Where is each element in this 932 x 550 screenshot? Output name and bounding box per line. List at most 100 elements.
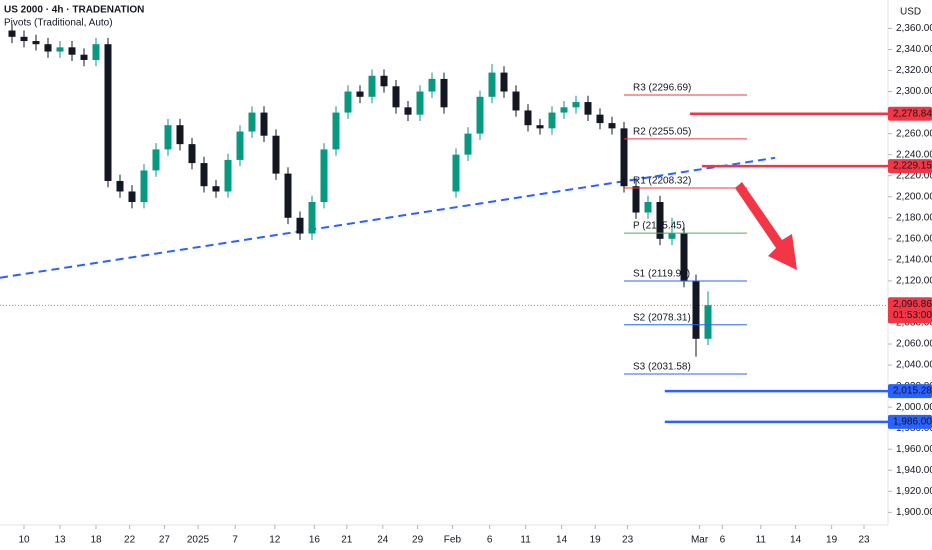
candle-body (308, 202, 316, 234)
x-tick-label: 6 (487, 535, 493, 546)
candle-body (500, 72, 508, 92)
candle-body (176, 125, 184, 145)
pivot-label: R2 (2255.05) (633, 126, 691, 137)
x-tick-label: 24 (377, 535, 389, 546)
y-tick-label: 2,240.00 (896, 149, 932, 160)
candle-body (692, 280, 700, 339)
x-tick-label: Feb (444, 535, 462, 546)
level-tag (888, 414, 932, 429)
trendline (0, 156, 776, 279)
y-tick-label: 2,040.00 (896, 360, 932, 371)
x-tick-label: 23 (858, 535, 870, 546)
y-tick-label: 2,060.00 (896, 339, 932, 350)
candle-body (224, 159, 232, 192)
x-tick-label: 19 (826, 535, 838, 546)
candle-body (464, 133, 472, 155)
x-tick-label: 2025 (187, 535, 210, 546)
y-tick-label: 2,160.00 (896, 233, 932, 244)
level-tag (888, 384, 932, 399)
pivot-label: R3 (2296.69) (633, 83, 691, 94)
x-tick-label: 11 (520, 535, 531, 546)
level-tag-label: 2,015.28 (893, 386, 932, 397)
candle-body (104, 44, 112, 181)
candle-body (620, 128, 628, 187)
candle-body (272, 135, 280, 174)
candle-body (68, 47, 76, 55)
countdown-label: 01:53:00 (893, 310, 932, 321)
candle-body (596, 114, 604, 124)
candle-body (320, 149, 328, 203)
pivot-label: S1 (2119.95) (633, 269, 690, 280)
y-tick-label: 1,920.00 (896, 486, 932, 497)
y-tick-label: 2,300.00 (896, 86, 932, 97)
y-tick-label: 2,260.00 (896, 128, 932, 139)
candle-body (548, 112, 556, 129)
y-tick-label: 1,960.00 (896, 444, 932, 455)
candle-body (260, 112, 268, 136)
y-tick-label: 2,200.00 (896, 191, 932, 202)
y-tick-label: 2,000.00 (896, 402, 932, 413)
x-tick-label: 22 (124, 535, 136, 546)
level-tag-label: 1,986.00 (893, 417, 932, 428)
candle-body (704, 305, 712, 339)
candle-body (164, 125, 172, 150)
candle-body (296, 217, 304, 234)
y-tick-label: 2,220.00 (896, 170, 932, 181)
candle-body (608, 123, 616, 129)
y-tick-label: 2,340.00 (896, 44, 932, 55)
currency-label: USD (900, 7, 921, 18)
y-tick-label: 1,940.00 (896, 465, 932, 476)
last-price-label: 2,096.86 (893, 299, 932, 310)
candle-body (452, 154, 460, 192)
x-tick-label: 7 (232, 535, 238, 546)
candle-body (644, 202, 652, 213)
candle-body (536, 125, 544, 129)
x-tick-label: 27 (159, 535, 171, 546)
candle-body (668, 233, 676, 239)
pivot-label: S3 (2031.58) (633, 362, 691, 373)
candle-body (152, 149, 160, 171)
candle-body (572, 102, 580, 108)
candle-body (44, 44, 52, 52)
candle-body (632, 186, 640, 213)
candle-body (200, 163, 208, 187)
chart-title: US 2000 · 4h · TRADENATION (4, 5, 144, 16)
candle-body (128, 191, 136, 203)
level-tag (888, 159, 932, 174)
candle-body (404, 107, 412, 115)
x-tick-label: 23 (622, 535, 634, 546)
x-tick-label: 10 (18, 535, 30, 546)
candle-body (80, 54, 88, 60)
x-tick-label: 21 (341, 535, 353, 546)
candle-body (92, 44, 100, 60)
plot-area: R3 (2296.69) R2 (2255.05) R1 (2208.32) P (2… (0, 24, 888, 424)
x-tick-label: 29 (412, 535, 424, 546)
candle-body (440, 78, 448, 108)
x-tick-label: 6 (720, 535, 726, 546)
candle-body (344, 91, 352, 113)
x-tick-label: Mar (691, 535, 709, 546)
candle-body (8, 30, 16, 37)
y-tick-label: 2,180.00 (896, 212, 932, 223)
x-tick-label: 12 (269, 535, 281, 546)
level-tag (888, 106, 932, 121)
candle-body (584, 102, 592, 115)
candle-body (524, 110, 532, 126)
candle-body (428, 78, 436, 92)
x-tick-label: 14 (556, 535, 568, 546)
y-tick-label: 1,900.00 (896, 507, 932, 518)
candle-body (332, 112, 340, 150)
y-tick-label: 2,120.00 (896, 276, 932, 287)
candle-body (32, 41, 40, 45)
candle-body (140, 170, 148, 203)
x-tick-label: 16 (309, 535, 321, 546)
candle-body (116, 180, 124, 192)
chart-subtitle: Pivots (Traditional, Auto) (4, 18, 113, 29)
candle-body (476, 96, 484, 134)
candle-body (56, 47, 64, 52)
candle-body (20, 36, 28, 42)
y-tick-label: 2,360.00 (896, 23, 932, 34)
candle-body (512, 91, 520, 111)
